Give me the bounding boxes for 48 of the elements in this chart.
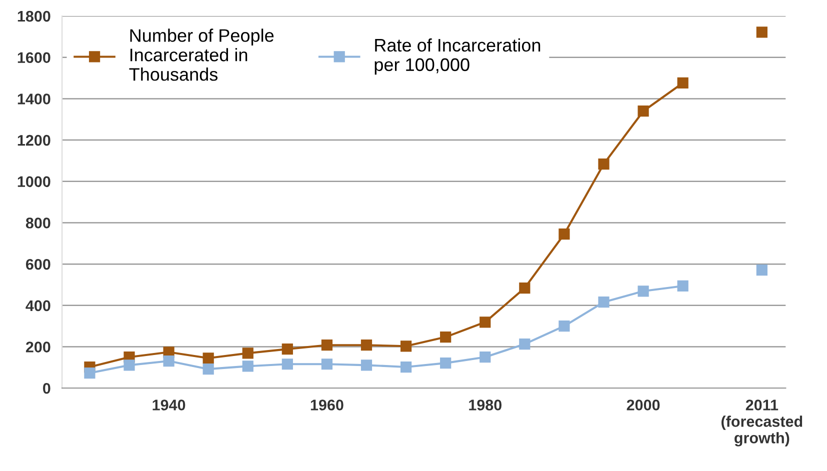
point	[202, 352, 214, 364]
point	[519, 338, 530, 350]
point	[440, 331, 452, 343]
point	[677, 280, 688, 292]
point	[440, 358, 452, 369]
point	[519, 282, 530, 294]
y-tick-label: 1400	[18, 94, 50, 104]
point	[480, 316, 491, 328]
point	[677, 77, 688, 89]
y-tick-label: 600	[26, 258, 50, 270]
y-tick-label: 800	[26, 218, 50, 228]
x-tick-label: 2011 (forecasted growth)	[722, 400, 802, 446]
point	[558, 228, 570, 240]
point	[282, 358, 293, 370]
point	[400, 340, 412, 352]
y-tick-label: 1800	[18, 10, 50, 22]
point	[282, 343, 293, 355]
point	[84, 367, 96, 379]
y-tick-label: 1600	[18, 52, 50, 64]
point	[756, 264, 768, 276]
y-tick-label: 200	[26, 342, 50, 352]
y-tick-label: 1200	[18, 134, 50, 146]
point	[321, 340, 333, 351]
y-tick-label: 1000	[18, 176, 50, 188]
point	[321, 358, 333, 370]
y-tick-label: 0	[43, 382, 50, 394]
y-tick-label: 400	[26, 300, 50, 312]
point	[756, 26, 768, 38]
point	[400, 361, 412, 373]
x-tick-label: 1980	[469, 400, 502, 410]
x-tick-label: 2000	[626, 400, 660, 410]
point	[163, 355, 174, 367]
point	[638, 286, 649, 297]
point	[202, 364, 214, 375]
point	[242, 348, 254, 359]
legend-label: Rate of Incarceration per 100,000	[374, 38, 540, 75]
point	[124, 360, 135, 371]
point	[598, 158, 610, 170]
x-tick-label: 1960	[310, 400, 344, 410]
point	[242, 360, 254, 372]
point	[360, 340, 372, 351]
point	[480, 352, 491, 363]
x-tick-label: 1940	[152, 400, 186, 410]
point	[598, 296, 610, 308]
point	[638, 106, 649, 117]
point	[360, 360, 372, 371]
point	[558, 320, 570, 332]
legend-label: Number of People Incarcerated in Thousands	[129, 28, 274, 81]
